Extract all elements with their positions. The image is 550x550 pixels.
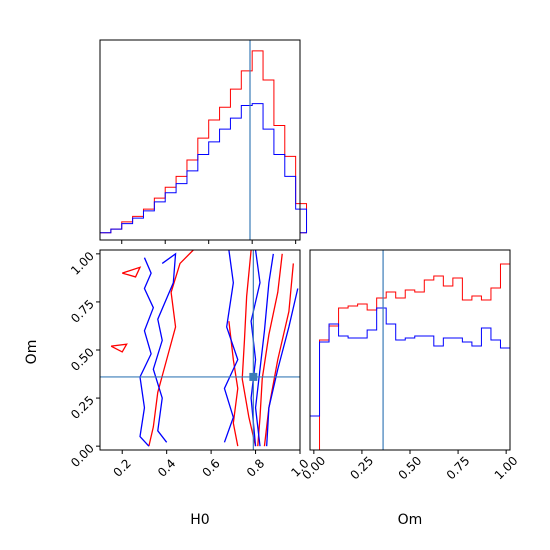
contour-ytick-label-0: 0.00 xyxy=(68,441,97,470)
contour-xtick-label-3: 0.8 xyxy=(244,456,267,479)
h0-histogram-panel xyxy=(99,39,308,244)
contour-1-0 xyxy=(152,252,177,443)
om-histogram-xtick-label-3: 0.75 xyxy=(444,454,473,483)
truth-marker xyxy=(249,372,258,381)
contour-1-5 xyxy=(266,288,299,447)
contour-1-1 xyxy=(139,257,155,447)
y-axis-label-om: Om xyxy=(24,340,40,365)
contour-1-2 xyxy=(223,250,239,443)
contour-1-4 xyxy=(254,253,274,447)
contour-ytick-label-3: 0.75 xyxy=(68,297,97,326)
contour-ytick-label-2: 0.50 xyxy=(68,345,97,374)
om-histogram-series-1 xyxy=(309,307,511,450)
contour-0-6 xyxy=(263,263,294,447)
contour-axes xyxy=(99,249,301,451)
om-histogram-xtick-label-2: 0.50 xyxy=(396,454,425,483)
om-histogram-axes xyxy=(309,249,511,451)
h0-histogram-series-0 xyxy=(99,50,308,240)
om-histogram-xtick-label-0: 0.00 xyxy=(299,454,328,483)
x-axis-label-om: Om xyxy=(398,512,423,528)
contour-0-2 xyxy=(110,343,128,353)
contour-0-0 xyxy=(148,250,194,447)
contour-0-3 xyxy=(228,321,239,447)
contour-0-1 xyxy=(122,266,142,278)
om-histogram-xtick-label-1: 0.25 xyxy=(348,454,377,483)
contour-1-3 xyxy=(250,250,261,447)
h0-histogram-series-1 xyxy=(99,103,308,240)
om-histogram-xtick-label-4: 1.00 xyxy=(492,454,521,483)
om-histogram-series-0 xyxy=(310,263,511,451)
contour-0-5 xyxy=(257,253,283,447)
contour-xtick-label-1: 0.4 xyxy=(155,456,178,479)
contour-0-4 xyxy=(241,250,257,447)
contour-lines xyxy=(100,250,300,450)
om-histogram-panel: 0.00 0.25 0.50 0.75 1.00 xyxy=(299,249,521,483)
x-axis-label-h0: H0 xyxy=(190,512,209,528)
contour-ytick-label-4: 1.00 xyxy=(68,249,97,278)
contour-xtick-label-2: 0.6 xyxy=(199,456,222,479)
h0-om-contour-panel: 0.2 0.4 0.6 0.8 1.00.000.250.500.751.00 xyxy=(68,249,312,480)
contour-xtick-label-0: 0.2 xyxy=(111,456,134,479)
h0-histogram-axes xyxy=(99,39,301,241)
contour-ytick-label-1: 0.25 xyxy=(68,393,97,422)
